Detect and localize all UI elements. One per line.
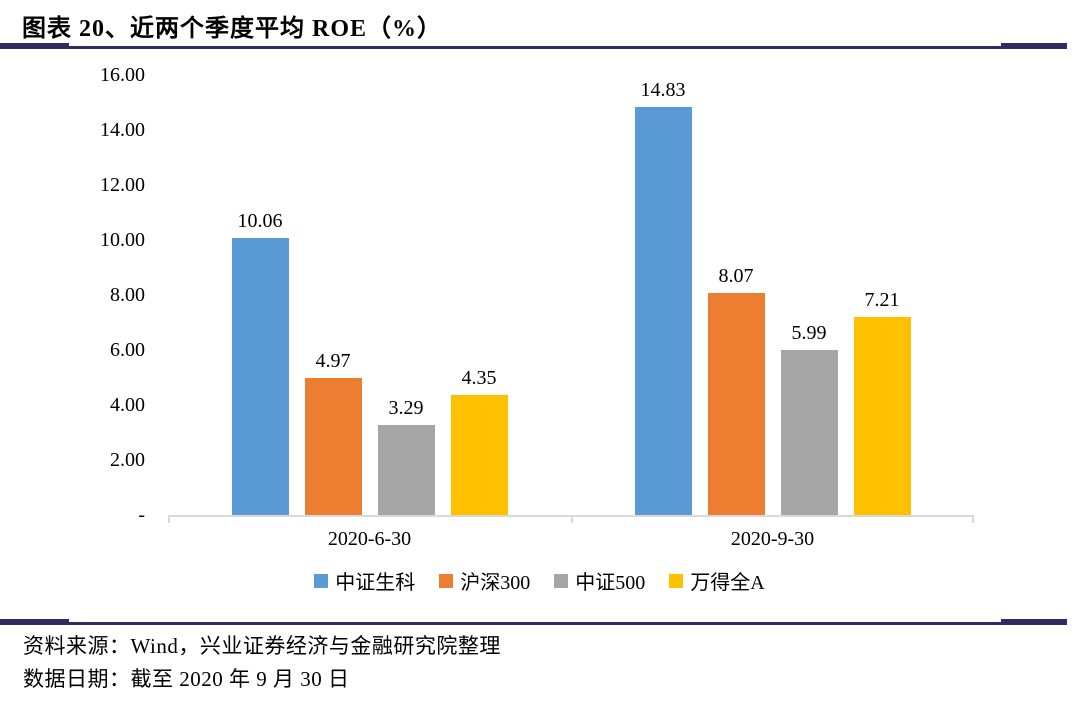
footer-divider-right-segment bbox=[1001, 619, 1067, 625]
bar-value-label: 14.83 bbox=[640, 79, 686, 102]
bar-value-label: 4.35 bbox=[461, 367, 497, 390]
source-note: 资料来源：Wind，兴业证券经济与金融研究院整理 bbox=[23, 634, 501, 658]
legend-swatch-icon bbox=[669, 573, 684, 588]
x-axis-category-label: 2020-9-30 bbox=[730, 528, 815, 550]
legend-swatch-icon bbox=[439, 573, 454, 588]
y-axis-tick-label: 4.00 bbox=[110, 394, 145, 416]
legend-item: 万得全A bbox=[669, 566, 765, 595]
legend-swatch-icon bbox=[554, 573, 569, 588]
x-axis-tick bbox=[168, 515, 170, 523]
y-axis-tick-label: 10.00 bbox=[100, 229, 145, 251]
x-axis-category-label: 2020-6-30 bbox=[327, 528, 412, 550]
y-axis-tick-label: 6.00 bbox=[110, 339, 145, 361]
footer-divider bbox=[0, 619, 1067, 626]
bar-value-label: 7.21 bbox=[864, 288, 900, 311]
bar-value-label: 8.07 bbox=[718, 265, 754, 288]
bar-value-label: 5.99 bbox=[791, 322, 827, 345]
chart-legend: 中证生科 沪深300 中证500 万得全A bbox=[0, 566, 1079, 595]
y-axis-tick-label: 8.00 bbox=[110, 284, 145, 306]
bar-沪深300-2020-9-30: 8.07 bbox=[707, 265, 765, 515]
y-axis-tick-label: 12.00 bbox=[100, 174, 145, 196]
bar-value-label: 3.29 bbox=[388, 396, 424, 419]
legend-swatch-icon bbox=[314, 573, 329, 588]
title-underline-right-segment bbox=[1001, 43, 1067, 49]
bar-沪深300-2020-6-30: 4.97 bbox=[304, 350, 362, 515]
legend-label: 万得全A bbox=[690, 572, 765, 594]
bar-group-2020-9-30: 14.83 8.07 5.99 7.21 bbox=[634, 60, 911, 515]
legend-label: 中证500 bbox=[575, 572, 646, 594]
bar-chart: 16.00 14.00 12.00 10.00 8.00 6.00 4.00 2.00 - 10.… bbox=[0, 60, 1079, 618]
y-axis-tick-label: 2.00 bbox=[110, 449, 145, 471]
x-axis-tick bbox=[571, 515, 573, 523]
data-date-note: 数据日期：截至 2020 年 9 月 30 日 bbox=[23, 667, 350, 691]
bar-group-2020-6-30: 10.06 4.97 3.29 4.35 bbox=[231, 60, 508, 515]
figure-title: 图表 20、近两个季度平均 ROE（%） bbox=[22, 16, 443, 42]
y-axis-tick-label: 16.00 bbox=[100, 64, 145, 86]
bar-中证生科-2020-9-30: 14.83 bbox=[634, 79, 692, 515]
legend-item: 中证生科 bbox=[314, 566, 415, 595]
title-underline-line bbox=[0, 46, 1067, 49]
bar-中证生科-2020-6-30: 10.06 bbox=[231, 210, 289, 515]
legend-label: 中证生科 bbox=[335, 572, 416, 594]
bar-value-label: 10.06 bbox=[237, 210, 283, 233]
title-underline bbox=[0, 43, 1067, 50]
bar-万得全A-2020-6-30: 4.35 bbox=[450, 367, 508, 515]
y-axis-tick-label: 14.00 bbox=[100, 119, 145, 141]
legend-item: 中证500 bbox=[554, 566, 645, 595]
legend-item: 沪深300 bbox=[439, 566, 530, 595]
y-axis-tick-label: - bbox=[138, 504, 145, 526]
bar-中证500-2020-6-30: 3.29 bbox=[377, 397, 435, 515]
bar-万得全A-2020-9-30: 7.21 bbox=[853, 289, 911, 515]
footer-divider-line bbox=[0, 622, 1067, 625]
x-axis-tick bbox=[972, 515, 974, 523]
bar-value-label: 4.97 bbox=[315, 350, 351, 373]
legend-label: 沪深300 bbox=[460, 572, 531, 594]
bar-中证500-2020-9-30: 5.99 bbox=[780, 322, 838, 515]
